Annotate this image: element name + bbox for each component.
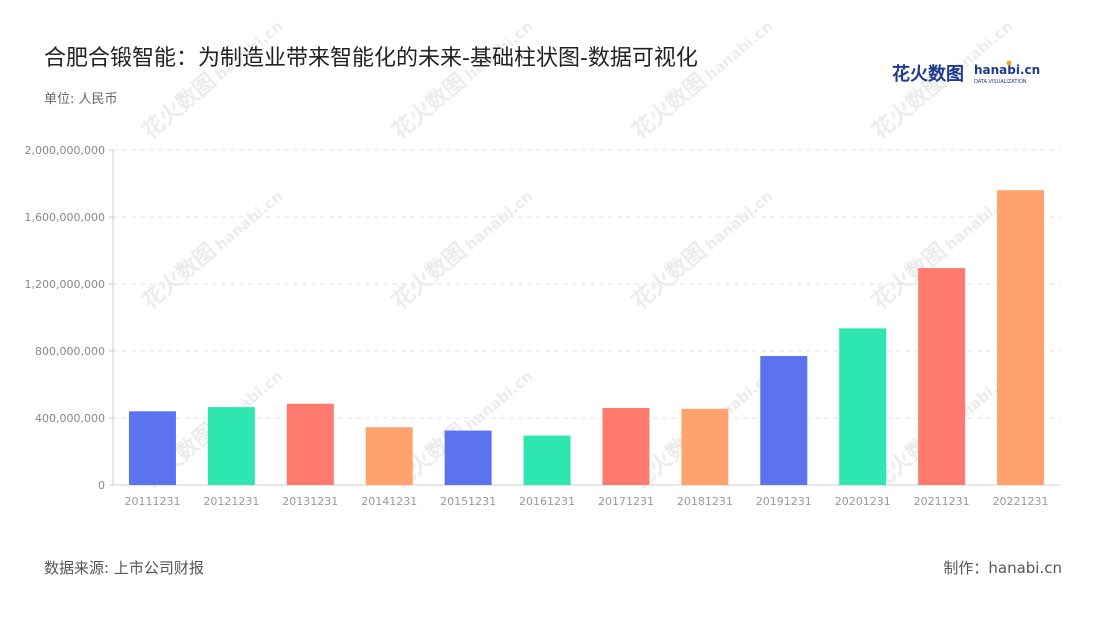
- maker-label: 制作：hanabi.cn: [943, 559, 1062, 577]
- bar[interactable]: [286, 403, 334, 485]
- svg-text:花火数图: 花火数图: [867, 68, 951, 144]
- bar[interactable]: [839, 328, 887, 485]
- source-label: 数据来源: 上市公司财报: [44, 559, 204, 577]
- bar[interactable]: [444, 430, 492, 485]
- x-tick-label: 20121231: [203, 495, 259, 508]
- unit-label: 单位: 人民币: [44, 92, 118, 107]
- y-tick-label: 800,000,000: [35, 345, 105, 358]
- bar[interactable]: [128, 411, 176, 485]
- bar[interactable]: [918, 268, 966, 485]
- hanabi-logo: 花火数图 hanabi.cn DATA VISUALIZATION: [892, 60, 1040, 85]
- svg-text:hanabi.cn: hanabi.cn: [461, 17, 536, 84]
- x-tick-label: 20211231: [914, 495, 970, 508]
- svg-text:hanabi.cn: hanabi.cn: [701, 17, 776, 84]
- bar[interactable]: [523, 435, 571, 485]
- y-tick-label: 2,000,000,000: [25, 144, 105, 157]
- x-tick-label: 20171231: [598, 495, 654, 508]
- svg-text:hanabi.cn: hanabi.cn: [461, 187, 536, 254]
- logo-sub-text: DATA VISUALIZATION: [974, 79, 1027, 85]
- bar[interactable]: [997, 190, 1045, 485]
- bar[interactable]: [207, 407, 255, 485]
- x-tick-label: 20181231: [677, 495, 733, 508]
- x-tick-label: 20151231: [440, 495, 496, 508]
- svg-text:花火数图: 花火数图: [627, 68, 711, 144]
- svg-text:hanabi.cn: hanabi.cn: [211, 17, 286, 84]
- svg-text:花火数图: 花火数图: [137, 238, 221, 314]
- y-tick-label: 400,000,000: [35, 412, 105, 425]
- svg-text:hanabi.cn: hanabi.cn: [941, 17, 1016, 84]
- logo-spark-icon: [1006, 60, 1012, 66]
- x-tick-label: 20131231: [282, 495, 338, 508]
- svg-text:花火数图: 花火数图: [137, 68, 221, 144]
- svg-text:hanabi.cn: hanabi.cn: [701, 187, 776, 254]
- x-tick-label: 20161231: [519, 495, 575, 508]
- svg-text:hanabi.cn: hanabi.cn: [461, 367, 536, 434]
- x-tick-label: 20221231: [993, 495, 1049, 508]
- x-tick-label: 20111231: [124, 495, 180, 508]
- x-tick-label: 20141231: [361, 495, 417, 508]
- svg-text:hanabi.cn: hanabi.cn: [211, 187, 286, 254]
- chart-title: 合肥合锻智能：为制造业带来智能化的未来-基础柱状图-数据可视化: [44, 46, 698, 71]
- svg-text:花火数图: 花火数图: [387, 238, 471, 314]
- logo-cn-text: 花火数图: [892, 63, 964, 85]
- y-tick-label: 0: [98, 479, 105, 492]
- x-tick-label: 20191231: [756, 495, 812, 508]
- y-tick-label: 1,200,000,000: [25, 278, 105, 291]
- grid-lines: [113, 149, 1060, 419]
- logo-en-text: hanabi.cn: [974, 63, 1040, 77]
- x-axis-ticks: 20111231 20121231 20131231 20141231 20151231…: [124, 495, 1048, 508]
- bar[interactable]: [760, 356, 808, 485]
- bars-group: [128, 190, 1045, 485]
- svg-text:花火数图: 花火数图: [387, 68, 471, 144]
- bar[interactable]: [365, 427, 413, 485]
- y-tick-label: 1,600,000,000: [25, 211, 105, 224]
- svg-text:花火数图: 花火数图: [627, 238, 711, 314]
- bar[interactable]: [602, 407, 650, 485]
- y-axis-ticks: 0 400,000,000 800,000,000 1,200,000,000 1,60…: [25, 144, 113, 492]
- bar[interactable]: [681, 408, 729, 485]
- x-tick-label: 20201231: [835, 495, 891, 508]
